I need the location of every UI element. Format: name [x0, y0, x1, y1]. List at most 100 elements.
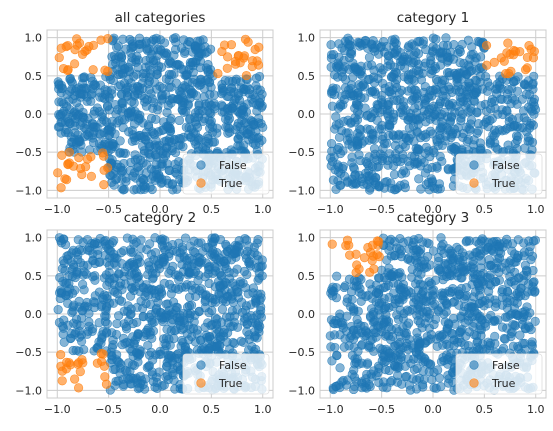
scatter-point-false — [476, 270, 486, 281]
scatter-point-true — [529, 46, 539, 57]
scatter-point-true — [369, 264, 379, 274]
scatter-point-false — [77, 117, 87, 127]
scatter-point-false — [416, 269, 426, 279]
legend-label-false: False — [219, 159, 247, 172]
scatter-point-false — [378, 37, 389, 47]
scatter-point-false — [227, 103, 237, 113]
scatter-point-true — [82, 154, 93, 164]
scatter-point-false — [518, 123, 528, 133]
scatter-point-false — [210, 101, 220, 111]
scatter-point-true — [100, 372, 110, 382]
scatter-point-true — [53, 168, 63, 178]
scatter-point-false — [252, 310, 262, 320]
scatter-point-false — [427, 286, 437, 296]
scatter-point-false — [504, 258, 514, 268]
scatter-point-false — [399, 101, 409, 111]
scatter-point-false — [389, 268, 399, 278]
scatter-point-false — [185, 268, 195, 278]
scatter-point-false — [437, 288, 447, 298]
scatter-point-false — [162, 175, 172, 185]
scatter-point-false — [394, 244, 405, 254]
series-false — [53, 233, 267, 395]
scatter-point-false — [494, 267, 504, 277]
scatter-point-false — [114, 116, 124, 126]
scatter-point-false — [343, 33, 353, 43]
scatter-point-false — [228, 321, 238, 331]
scatter-point-true — [481, 40, 492, 51]
scatter-point-true — [63, 65, 73, 76]
scatter-point-false — [212, 123, 222, 133]
scatter-point-false — [121, 324, 132, 334]
scatter-point-false — [245, 126, 256, 136]
scatter-point-false — [174, 115, 185, 126]
scatter-point-false — [175, 272, 185, 282]
scatter-point-false — [159, 312, 169, 323]
scatter-point-true — [359, 253, 370, 263]
scatter-point-false — [428, 101, 439, 111]
scatter-point-false — [128, 171, 138, 181]
scatter-point-false — [123, 301, 133, 311]
scatter-point-false — [426, 329, 436, 340]
subplot-title: category 2 — [124, 210, 197, 226]
scatter-point-false — [335, 180, 345, 190]
scatter-point-false — [140, 384, 150, 394]
scatter-point-false — [424, 367, 434, 377]
scatter-point-false — [349, 62, 360, 72]
scatter-point-false — [498, 242, 508, 252]
scatter-point-false — [415, 337, 425, 347]
scatter-point-false — [441, 33, 451, 43]
scatter-point-false — [129, 285, 139, 296]
scatter-point-false — [391, 39, 401, 49]
scatter-point-false — [442, 112, 453, 122]
scatter-point-true — [63, 159, 73, 169]
scatter-point-false — [255, 85, 265, 95]
scatter-point-false — [254, 71, 265, 82]
scatter-point-false — [502, 89, 513, 99]
scatter-point-false — [449, 68, 460, 78]
scatter-point-false — [389, 169, 400, 180]
series-true — [327, 235, 384, 278]
scatter-point-false — [142, 45, 153, 55]
subplot-2: −1.0 −0.5 0.0 0.5 1.0 −1.0 −0.5 0.0 0.5 1.0 catego… — [288, 10, 547, 216]
x-tick-label: −0.5 — [368, 203, 395, 216]
scatter-point-false — [409, 50, 419, 60]
scatter-point-false — [177, 259, 187, 270]
scatter-point-false — [398, 110, 409, 120]
scatter-point-true — [367, 255, 377, 266]
points — [53, 33, 268, 195]
scatter-point-false — [159, 38, 170, 48]
scatter-point-false — [450, 107, 460, 117]
scatter-point-false — [393, 314, 404, 324]
scatter-point-false — [58, 276, 68, 286]
scatter-point-false — [507, 239, 518, 249]
scatter-point-false — [485, 137, 495, 148]
scatter-point-false — [330, 342, 340, 353]
y-tick-label: 0.0 — [298, 108, 316, 121]
y-tick-label: −1.0 — [288, 184, 315, 197]
scatter-point-false — [407, 241, 418, 251]
scatter-point-false — [418, 295, 428, 306]
scatter-point-false — [524, 247, 534, 257]
y-tick-label: 1.0 — [25, 32, 43, 45]
scatter-point-false — [328, 85, 338, 96]
scatter-point-false — [470, 306, 480, 316]
scatter-point-false — [518, 106, 529, 116]
scatter-point-false — [353, 325, 363, 335]
scatter-point-false — [332, 350, 342, 361]
scatter-point-false — [150, 233, 160, 243]
scatter-point-false — [500, 334, 510, 344]
scatter-point-false — [116, 296, 127, 306]
scatter-point-false — [132, 331, 142, 342]
subplot-title: category 3 — [397, 210, 470, 226]
scatter-point-false — [90, 275, 100, 285]
x-tick-label: −1.0 — [317, 203, 344, 216]
scatter-point-false — [380, 331, 391, 341]
scatter-point-false — [484, 255, 494, 265]
scatter-point-false — [194, 80, 204, 90]
scatter-point-false — [353, 346, 363, 356]
scatter-point-false — [449, 143, 459, 153]
scatter-point-false — [102, 319, 112, 329]
scatter-point-false — [395, 331, 405, 341]
scatter-point-false — [177, 335, 187, 346]
scatter-point-false — [165, 350, 175, 360]
